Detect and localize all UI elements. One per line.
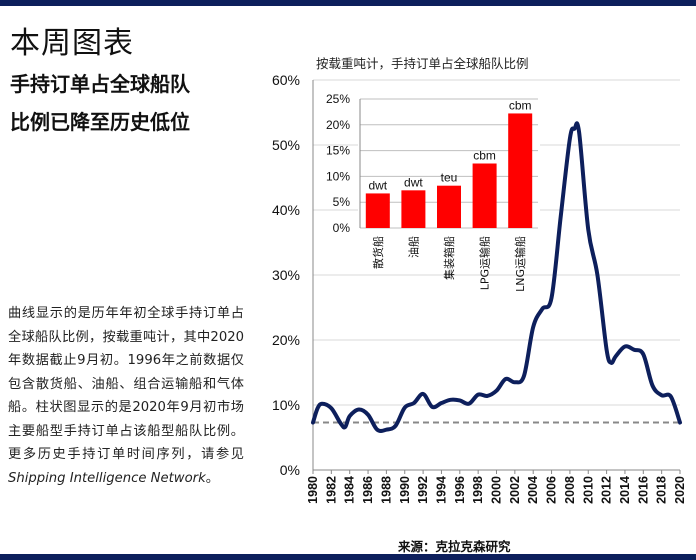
main-y-tick-label: 0% bbox=[280, 462, 300, 478]
inset-bar bbox=[365, 193, 390, 228]
inset-category-label: 集装箱船 bbox=[442, 236, 456, 280]
inset-bar bbox=[401, 190, 426, 228]
bottom-rule bbox=[0, 554, 696, 560]
main-x-tick-label: 1998 bbox=[471, 476, 485, 504]
inset-bar-unit-label: cbm bbox=[473, 149, 496, 163]
main-x-tick-label: 2002 bbox=[508, 476, 522, 504]
inset-category-label: LPG运输船 bbox=[478, 236, 492, 290]
inset-unit-labels: dwt dwt teu cbm cbm bbox=[368, 98, 531, 192]
main-x-tick-label: 2016 bbox=[636, 476, 650, 504]
inset-y-tick-label: 20% bbox=[326, 118, 350, 132]
main-x-tick-label: 1996 bbox=[453, 476, 467, 504]
chart-description: 曲线显示的是历年年初全球手持订单占全球船队比例，按载重吨计，其中2020年数据截… bbox=[8, 302, 244, 490]
inset-bar-unit-label: dwt bbox=[404, 175, 423, 189]
main-x-tick-label: 2012 bbox=[600, 476, 614, 504]
inset-bar-chart: 0% 5% 10% 15% 20% 25% dwt dwt teu cbm cbm 散货船 油船 集装… bbox=[326, 92, 540, 292]
inset-category-labels: 散货船 油船 集装箱船 LPG运输船 LNG运输船 bbox=[371, 236, 527, 292]
inset-bar bbox=[472, 163, 497, 228]
main-x-tick-label: 2008 bbox=[563, 476, 577, 504]
main-x-tick-label: 2006 bbox=[545, 476, 559, 504]
main-y-tick-label: 50% bbox=[272, 137, 300, 153]
main-x-tick-label: 1992 bbox=[416, 476, 430, 504]
orderbook-line bbox=[311, 121, 682, 433]
main-y-tick-label: 20% bbox=[272, 332, 300, 348]
inset-y-tick-label: 25% bbox=[326, 92, 350, 106]
inset-bar bbox=[508, 113, 533, 228]
inset-bar-unit-label: dwt bbox=[368, 178, 387, 192]
main-y-tick-label: 30% bbox=[272, 267, 300, 283]
main-x-tick-label: 1984 bbox=[343, 476, 357, 504]
headline-line-2: 比例已降至历史低位 bbox=[10, 110, 190, 134]
main-x-tick-label: 1994 bbox=[434, 476, 448, 504]
main-x-tick-label: 1988 bbox=[379, 476, 393, 504]
inset-y-axis: 0% 5% 10% 15% 20% 25% bbox=[326, 92, 350, 235]
headline-line-1: 手持订单占全球船队 bbox=[10, 72, 190, 96]
inset-bar-unit-label: cbm bbox=[509, 98, 532, 112]
description-text: 曲线显示的是历年年初全球手持订单占全球船队比例，按载重吨计，其中2020年数据截… bbox=[8, 306, 244, 462]
inset-bar-unit-label: teu bbox=[441, 171, 458, 185]
top-rule bbox=[0, 0, 696, 6]
inset-category-label: 油船 bbox=[406, 236, 420, 258]
inset-bar bbox=[437, 185, 461, 228]
main-y-tick-label: 60% bbox=[272, 72, 300, 88]
inset-bars bbox=[365, 113, 533, 228]
main-x-tick-label: 2014 bbox=[618, 476, 632, 504]
inset-y-tick-label: 0% bbox=[333, 221, 351, 235]
source-label: 来源：克拉克森研究 bbox=[398, 539, 511, 554]
inset-y-tick-label: 5% bbox=[333, 195, 351, 209]
inset-category-label: LNG运输船 bbox=[513, 236, 527, 292]
main-x-tick-label: 2018 bbox=[655, 476, 669, 504]
main-x-tick-label: 1980 bbox=[306, 476, 320, 504]
main-x-tick-label: 2020 bbox=[673, 476, 687, 504]
main-x-tick-label: 2004 bbox=[526, 476, 540, 504]
description-end: 。 bbox=[205, 470, 219, 486]
description-link[interactable]: Shipping Intelligence Network bbox=[8, 470, 206, 486]
main-x-tick-label: 1982 bbox=[324, 476, 338, 504]
main-y-tick-label: 10% bbox=[272, 397, 300, 413]
main-x-tick-label: 2010 bbox=[581, 476, 595, 504]
main-x-tick-label: 1986 bbox=[361, 476, 375, 504]
inset-y-tick-label: 10% bbox=[326, 169, 350, 183]
inset-category-label: 散货船 bbox=[371, 236, 385, 269]
main-x-tick-label: 2000 bbox=[490, 476, 504, 504]
main-x-tick-label: 1990 bbox=[398, 476, 412, 504]
main-y-axis: 0% 10% 20% 30% 40% 50% 60% bbox=[272, 72, 300, 478]
main-x-axis: 1980 1982 1984 1986 1988 1990 1992 1994 1996 1998… bbox=[306, 470, 687, 504]
main-y-tick-label: 40% bbox=[272, 202, 300, 218]
page-title: 本周图表 bbox=[10, 26, 134, 61]
chart-subtitle: 按载重吨计，手持订单占全球船队比例 bbox=[316, 56, 529, 71]
inset-y-tick-label: 15% bbox=[326, 144, 350, 158]
